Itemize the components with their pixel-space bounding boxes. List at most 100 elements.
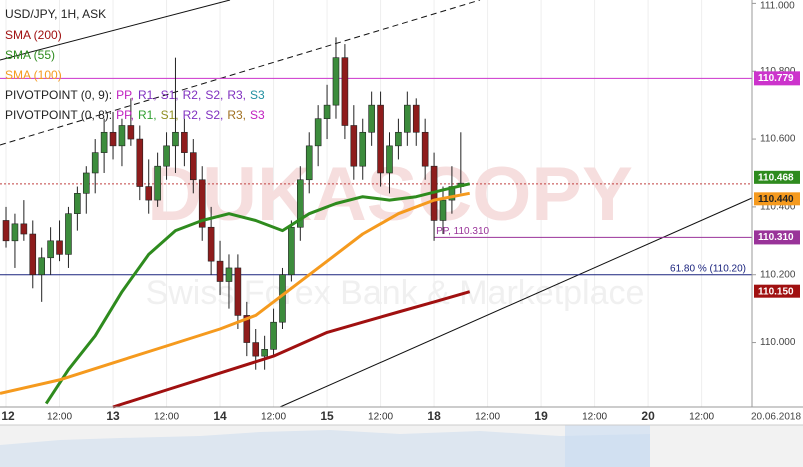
candle-body xyxy=(145,186,153,201)
chart-title: USD/JPY, 1H, ASK xyxy=(5,7,106,21)
candle-body xyxy=(38,257,45,276)
candle-body xyxy=(421,131,429,167)
candle-body xyxy=(82,172,90,194)
candle-body xyxy=(288,226,295,276)
level-label-box xyxy=(754,71,800,86)
x-tick-label: 12:00 xyxy=(689,412,714,423)
x-tick-label: 15 xyxy=(320,409,334,423)
level-label: 110.310 xyxy=(758,232,794,243)
trend-line-dashed xyxy=(0,0,481,146)
y-tick-label: 110.400 xyxy=(760,202,796,213)
level-text: 61.80 % (110.20) xyxy=(670,263,746,274)
sma-line xyxy=(0,191,470,395)
candle-body xyxy=(216,260,224,282)
pivot-item: S3 xyxy=(250,88,265,102)
sma-line xyxy=(44,182,471,405)
legend-entry: SMA (200) xyxy=(5,28,62,42)
level-label-box xyxy=(754,230,800,245)
candle-body xyxy=(29,233,37,276)
sma-label: 110.440 xyxy=(758,194,794,205)
pivot-legend: PIVOTPOINT (0, 8): PP, R1, S1, R2, S2, R3, S3 xyxy=(5,108,265,122)
candle-body xyxy=(20,223,28,235)
legend: USD/JPY, 1H, ASK SMA (200) SMA (55) SMA (1… xyxy=(5,7,265,122)
pivot-item: PP, xyxy=(116,108,134,122)
x-tick-label: 14 xyxy=(213,409,227,423)
candle-body xyxy=(127,125,135,140)
sma-label-box xyxy=(754,192,800,206)
candle-body xyxy=(2,220,10,242)
plot: PP, 110.310 61.80 % (110.20) xyxy=(0,37,752,409)
pivot-item: S2, xyxy=(205,108,223,122)
candle-body xyxy=(386,145,393,174)
candle-body xyxy=(359,131,367,167)
x-tick-label: 20 xyxy=(641,409,655,423)
x-tick-label: 12:00 xyxy=(582,412,607,423)
pivot-legend: PIVOTPOINT (0, 9): PP, R1, S1, R2, S2, R3, S3 xyxy=(5,88,265,102)
trend-line xyxy=(0,0,231,61)
grid xyxy=(5,0,703,407)
candle-body xyxy=(439,199,447,221)
candle-body xyxy=(136,138,144,187)
x-tick-label: 12:00 xyxy=(154,412,179,423)
legend-entry: SMA (100) xyxy=(5,68,62,82)
sma-label: 110.468 xyxy=(758,172,794,183)
candle-body xyxy=(270,321,277,350)
candle-body xyxy=(261,349,268,357)
y-tick-label: 110.600 xyxy=(760,134,796,145)
x-axis-date: 20.06.2018 xyxy=(751,412,801,423)
candle-body xyxy=(189,152,197,181)
candle-body xyxy=(234,267,242,316)
candle-body xyxy=(118,125,126,147)
candle-body xyxy=(47,240,54,259)
sma-label: 110.150 xyxy=(758,286,794,297)
x-tick-label: 12:00 xyxy=(261,412,286,423)
candle-body xyxy=(65,213,72,255)
pivot-item: R2, xyxy=(183,88,202,102)
pivot-item: S1, xyxy=(161,88,179,102)
candle-body xyxy=(11,223,19,242)
pivot-label: PIVOTPOINT (0, 8): xyxy=(5,108,112,122)
pivot-item: S2, xyxy=(205,88,223,102)
pivot-label: PIVOTPOINT (0, 9): xyxy=(5,88,112,102)
candle-body xyxy=(404,104,411,133)
candle-body xyxy=(225,267,233,282)
candle-body xyxy=(368,104,375,133)
x-tick-label: 12:00 xyxy=(475,412,500,423)
candle-body xyxy=(56,240,63,255)
pivot-item: R3, xyxy=(227,88,246,102)
pivot-item: R3, xyxy=(227,108,246,122)
candle-body xyxy=(207,226,215,262)
candle-body xyxy=(395,131,402,147)
candle-body xyxy=(154,165,161,201)
pivot-item: R2, xyxy=(183,108,202,122)
x-tick-label: 12:00 xyxy=(368,412,393,423)
candle-body xyxy=(163,145,170,167)
sma-line xyxy=(112,290,471,409)
candle-body xyxy=(243,315,251,343)
candle-body xyxy=(297,179,304,228)
pivot-item: R1, xyxy=(138,88,157,102)
candle-body xyxy=(332,57,340,106)
sma-label-box xyxy=(754,284,800,298)
candle-body xyxy=(350,125,358,167)
candle-body xyxy=(314,118,322,147)
candle-body xyxy=(100,131,108,153)
candle-body xyxy=(198,179,206,228)
level-label: 110.779 xyxy=(758,73,794,84)
sma-label-box xyxy=(754,170,800,184)
y-tick-label: 110.200 xyxy=(760,269,796,280)
candle-body xyxy=(341,57,349,126)
navigator-window[interactable] xyxy=(565,425,650,467)
x-tick-label: 12 xyxy=(1,409,15,423)
legend-entry: SMA (55) xyxy=(5,48,55,62)
y-tick-label: 110.000 xyxy=(760,337,796,348)
navigator-area xyxy=(0,430,650,467)
candle-body xyxy=(412,104,420,133)
level-text: PP, 110.310 xyxy=(436,226,489,237)
candle-body xyxy=(181,131,188,153)
candle-body xyxy=(305,145,313,181)
candle-body xyxy=(252,342,260,357)
